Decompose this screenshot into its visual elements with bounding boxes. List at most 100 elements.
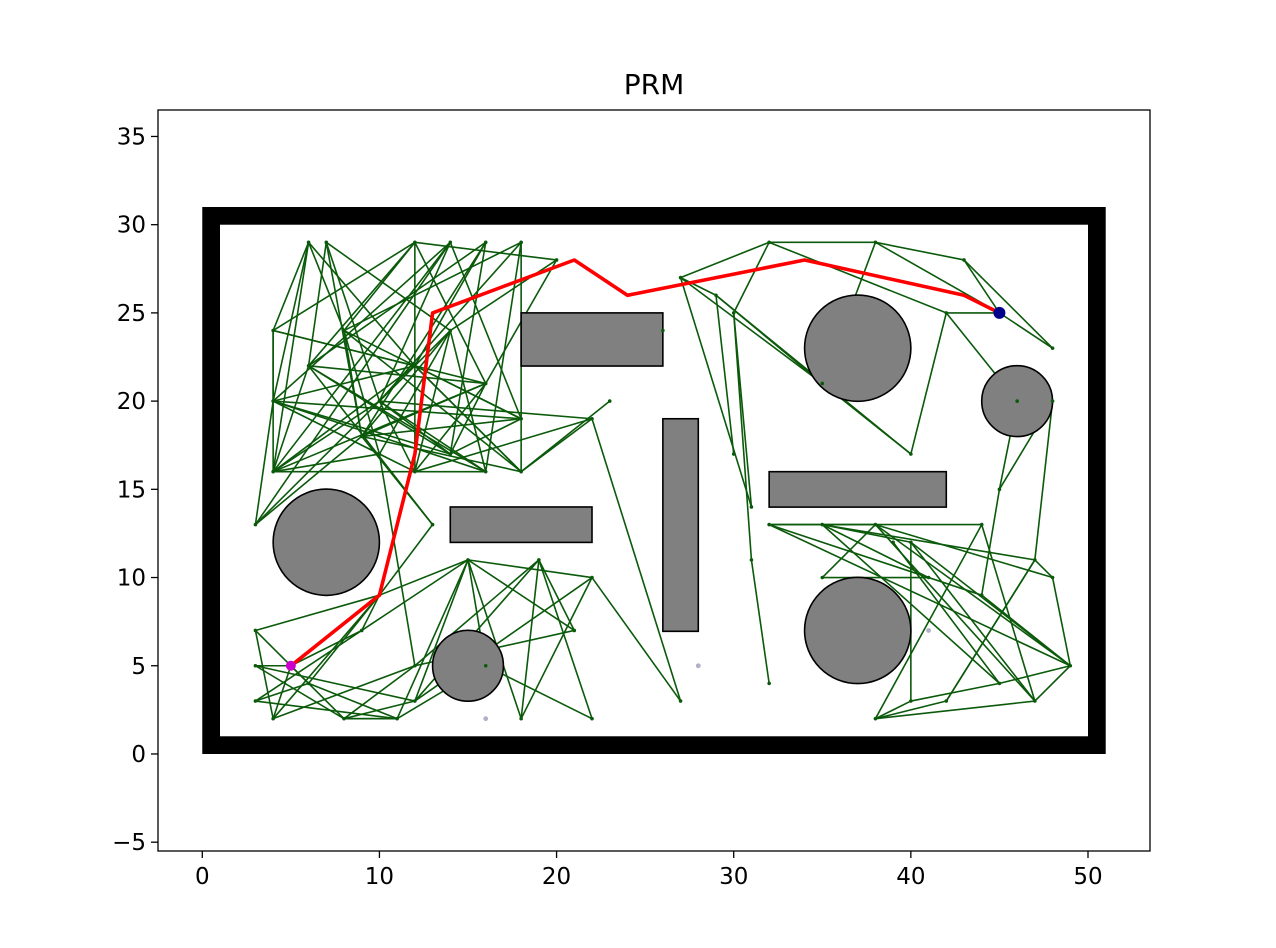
roadmap-edge [875, 241, 965, 261]
y-tick-label: 0 [131, 742, 146, 768]
roadmap-edge [874, 523, 1071, 667]
roadmap-node [271, 716, 275, 721]
y-tick-label: 25 [117, 301, 146, 327]
world-boundary [202, 206, 1106, 755]
roadmap-edge [1034, 559, 1054, 579]
roadmap-edge [467, 559, 593, 579]
roadmap-edge [255, 664, 416, 702]
roadmap-node [820, 522, 825, 527]
roadmap-edge [591, 418, 682, 702]
roadmap-edge [963, 259, 1001, 314]
roadmap-edge [361, 330, 451, 437]
roadmap-edge [254, 435, 363, 526]
roadmap-edge [255, 700, 398, 720]
roadmap-node [590, 416, 594, 421]
roadmap-edge [343, 241, 522, 332]
roadmap-edge [378, 524, 434, 596]
roadmap-node [554, 258, 559, 262]
roadmap-node [430, 522, 435, 527]
roadmap-edge [361, 382, 487, 438]
goal-marker [993, 306, 1006, 319]
roadmap-edge [732, 241, 770, 314]
roadmap-node [997, 487, 1002, 492]
rectangle-obstacle [662, 417, 700, 633]
roadmap-edge [272, 400, 380, 473]
roadmap-node [483, 381, 488, 386]
roadmap-edge [822, 523, 1035, 561]
roadmap-edge [538, 559, 576, 631]
roadmap-node [1033, 699, 1037, 703]
roadmap-edge [538, 559, 593, 719]
roadmap-edge [272, 594, 381, 720]
roadmap-node [519, 416, 523, 421]
roadmap-node [342, 716, 346, 721]
roadmap-node [909, 699, 913, 703]
roadmap-node [767, 681, 771, 686]
chart-title: PRM [624, 68, 685, 101]
roadmap-node [820, 575, 825, 580]
roadmap-edge [414, 382, 487, 473]
roadmap-edge [414, 241, 557, 261]
roadmap-node [926, 575, 931, 580]
roadmap-node [342, 328, 346, 333]
x-axis-ticks: 0 10 20 30 40 50 [195, 851, 1103, 890]
roadmap-node [962, 258, 966, 262]
roadmap-edge [378, 400, 451, 455]
roadmap-node [767, 240, 771, 245]
roadmap-edge [980, 489, 1001, 596]
roadmap-node [271, 399, 275, 403]
roadmap-edge [1034, 401, 1054, 560]
roadmap-edge [360, 594, 381, 631]
roadmap-node [483, 240, 488, 245]
roadmap-edge [361, 559, 469, 632]
roadmap-node [607, 399, 612, 403]
roadmap-node [519, 240, 523, 245]
roadmap-edge [272, 242, 310, 472]
roadmap-edge [449, 330, 487, 472]
x-tick-label: 30 [719, 864, 748, 890]
roadmap-edge [361, 435, 522, 473]
y-tick-label: 35 [117, 124, 146, 150]
start-marker [285, 660, 296, 671]
roadmap-node [306, 681, 311, 686]
x-tick-label: 0 [195, 864, 210, 890]
roadmap-edge [325, 242, 381, 402]
roadmap-edge [980, 524, 1036, 702]
roadmap-edge [308, 365, 486, 385]
roadmap-edge [361, 417, 522, 438]
roadmap-node [873, 522, 878, 527]
roadmap-edge [378, 400, 487, 473]
roadmap-edge [272, 365, 310, 472]
roadmap-node [979, 522, 984, 527]
roadmap-node [1050, 346, 1055, 350]
y-tick-label: −5 [112, 830, 146, 856]
roadmap-node [537, 558, 541, 562]
roadmap-node [873, 716, 878, 721]
roadmap-node [767, 522, 771, 527]
circle-obstacle [803, 294, 912, 403]
roadmap-node [891, 540, 895, 545]
roadmap-edge [467, 559, 522, 719]
roadmap-edge [273, 453, 380, 473]
roadmap-node [678, 699, 683, 703]
roadmap-node [271, 469, 275, 474]
roadmap-edge [272, 365, 416, 473]
roadmap-edge [467, 559, 575, 632]
roadmap-edge [254, 365, 416, 526]
roadmap-edge [414, 241, 487, 367]
roadmap-node [359, 434, 364, 439]
roadmap-edge [874, 524, 983, 720]
roadmap-edge [875, 700, 1035, 720]
y-tick-label: 5 [131, 654, 146, 680]
unconnected-node [926, 628, 931, 633]
roadmap-edge [910, 312, 948, 455]
roadmap-edge [272, 665, 416, 720]
roadmap-node [448, 452, 453, 456]
roadmap-edge [910, 541, 1036, 702]
roadmap-edge [272, 665, 292, 719]
roadmap-edge [254, 629, 363, 702]
circle-obstacle [431, 629, 505, 702]
roadmap-edge [892, 541, 1001, 684]
roadmap-edge [379, 559, 469, 596]
